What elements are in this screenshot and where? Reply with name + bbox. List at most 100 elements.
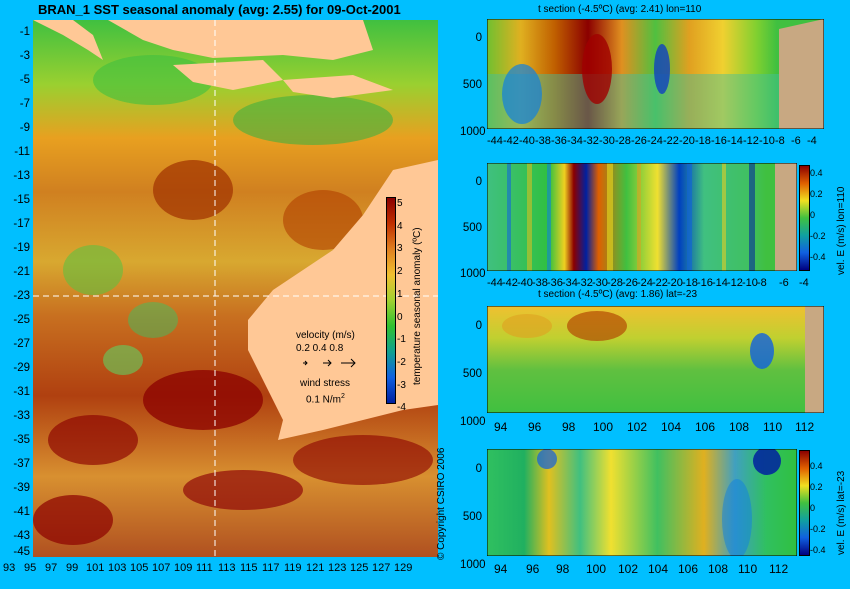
lon-tick: 125 [350,562,369,574]
lon-tick: 117 [262,562,280,574]
x-tick: -34 [562,277,578,289]
lat-tick: -43 [13,530,30,542]
x-tick: 102 [618,562,639,576]
lon-tick: 109 [174,562,193,574]
x-tick: 108 [708,562,729,576]
panel2-colorbar-ticks: 0.4 0.2 0 -0.2 -0.4 [810,163,826,268]
x-tick: -28 [607,277,623,289]
x-tick: -20 [667,277,683,289]
x-tick: -28 [615,135,631,147]
x-tick: -24 [647,135,663,147]
lat-tick: -9 [19,122,30,134]
x-tick: -44 [487,277,503,289]
x-tick: -34 [567,135,583,147]
lon-tick: 93 [3,562,16,574]
lon-tick: 97 [45,562,58,574]
lat-tick: -7 [19,98,30,110]
sst-colorbar [386,197,396,404]
x-tick: -36 [551,135,567,147]
colorbar-tick: 0.2 [810,189,823,199]
x-tick: -40 [519,135,535,147]
colorbar-tick: 0.4 [810,461,823,471]
lat-tick: -23 [13,290,30,302]
x-tick: -42 [502,277,518,289]
panel2-vel-section-lon110[interactable] [487,163,797,271]
x-tick: 102 [627,420,648,434]
panel1-temp-section-lon110[interactable] [487,19,824,129]
velocity-legend-arrows [303,358,356,368]
x-tick: -30 [599,135,615,147]
lat-tick: -39 [13,482,30,494]
x-tick: 106 [695,420,716,434]
lat-tick: -25 [13,314,30,326]
lat-tick: -11 [14,146,30,158]
panel3-temp-section-lat23[interactable] [487,306,824,413]
main-title: BRAN_1 SST seasonal anomaly (avg: 2.55) … [38,2,401,17]
lat-tick: -13 [13,170,30,182]
depth-tick: 1000 [460,559,486,571]
colorbar-tick: -4 [397,402,406,414]
lat-tick: -5 [19,74,30,86]
colorbar-tick: 1 [397,288,403,300]
lat-tick: -21 [13,266,30,278]
x-tick: 108 [729,420,750,434]
colorbar-tick: -3 [397,379,406,391]
x-tick: -10 [742,277,758,289]
x-tick: -22 [663,135,679,147]
lon-tick: 103 [108,562,127,574]
x-tick: -32 [577,277,593,289]
lat-tick: -3 [19,50,30,62]
sst-anomaly-map[interactable] [33,20,438,557]
colorbar-tick: 0.2 [810,482,823,492]
panel3-x-axis: 94 96 98 100 102 104 106 108 110 112 [487,420,827,436]
x-tick: 110 [738,562,758,576]
lat-tick: -17 [13,218,30,230]
lon-tick: 121 [306,562,325,574]
lat-tick: -35 [13,434,30,446]
lat-tick: -27 [13,338,30,350]
panel1-title: t section (-4.5ºC) (avg: 2.41) lon=110 [538,4,702,15]
colorbar-tick: 0 [397,311,403,323]
x-tick: 94 [494,420,508,434]
anomaly-patches [33,55,433,545]
x-tick: -44 [487,135,503,147]
x-tick: -24 [637,277,653,289]
x-tick: -12 [743,135,759,147]
x-tick: -30 [592,277,608,289]
velocity-label: velocity (m/s) [296,330,355,341]
panel4-vel-section-lat23[interactable] [487,449,797,556]
panel3-title: t section (-4.5ºC) (avg: 1.86) lat=-23 [538,289,697,300]
x-tick: -6 [791,135,801,147]
colorbar-tick: -1 [397,334,406,346]
colorbar-tick: 4 [397,220,403,232]
x-tick: 100 [593,420,614,434]
colorbar-tick: -0.2 [810,231,826,241]
wind-stress-exponent: 2 [341,393,345,400]
x-tick: 110 [763,420,783,434]
lat-tick: -19 [13,242,30,254]
depth-tick: 0 [475,463,482,475]
x-tick: -6 [779,277,789,289]
x-tick: -32 [583,135,599,147]
lon-tick: 123 [328,562,347,574]
wind-stress-value: 0.1 N/m [306,394,342,406]
x-tick: -4 [807,135,817,147]
lat-tick: -15 [13,194,30,206]
depth-tick: 1000 [460,268,486,280]
x-tick: 96 [528,420,542,434]
lat-tick: -31 [13,386,30,398]
map-lon-axis: 93 95 97 99 101 103 105 107 109 111 113 … [0,562,440,578]
x-tick: -8 [775,135,785,147]
lon-tick: 99 [66,562,79,574]
depth-tick: 1000 [460,416,486,428]
lat-tick: -37 [13,458,30,470]
lon-tick: 95 [24,562,37,574]
x-tick: -36 [547,277,563,289]
copyright: © Copyright CSIRO 2006 [436,447,447,560]
x-tick: -26 [622,277,638,289]
x-tick: -42 [503,135,519,147]
x-tick: -38 [535,135,551,147]
x-tick: 96 [526,562,540,576]
wind-stress-label: wind stress [300,378,351,389]
depth-tick: 1000 [460,126,486,138]
